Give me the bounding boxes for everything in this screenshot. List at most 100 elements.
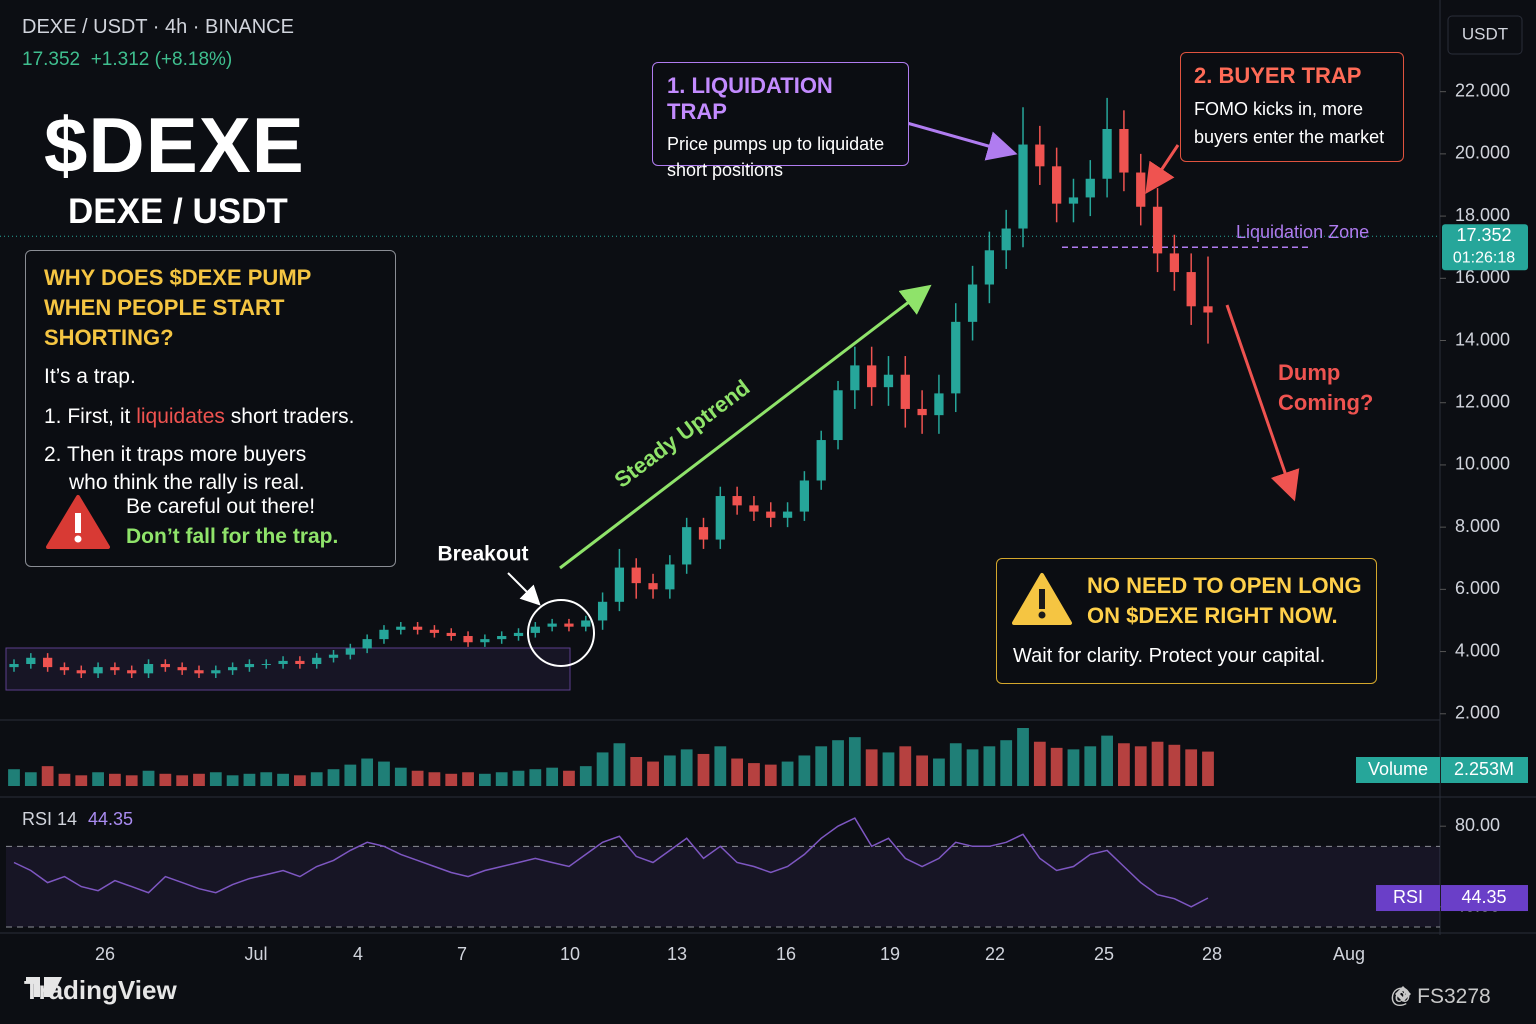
price-tag-value: 17.352 <box>1456 225 1511 245</box>
candle-body <box>833 390 843 441</box>
volume-bar <box>815 746 828 786</box>
volume-bar <box>58 773 71 786</box>
candle-body <box>26 657 36 665</box>
x-tick-label: Aug <box>1333 944 1365 964</box>
rsi-tick-label: 80.00 <box>1455 815 1500 835</box>
volume-bar <box>1050 747 1063 786</box>
y-tick-label: 14.000 <box>1455 329 1510 349</box>
liquidation-label: Liquidation Zone <box>1236 222 1369 242</box>
rsi-tag <box>1441 885 1528 912</box>
candle-body <box>429 629 440 633</box>
x-tick-label: 25 <box>1094 944 1114 964</box>
volume-bar <box>714 746 727 786</box>
logo: TradingView <box>24 975 177 1006</box>
volume-bar <box>663 755 676 786</box>
trap1-arrow <box>906 121 1018 161</box>
info-box: WHY DOES $DEXE PUMP WHEN PEOPLE START SH… <box>25 250 396 567</box>
candle-body <box>766 511 776 518</box>
candle-body <box>883 374 894 388</box>
y-tick-label: 16.000 <box>1455 267 1510 287</box>
rsi-line <box>13 817 1209 908</box>
price-line: 17.352 +1.312 (+8.18%) <box>22 49 232 71</box>
y-tick-label: 20.000 <box>1455 143 1510 163</box>
volume-bar <box>1134 746 1147 786</box>
x-tick-label: 4 <box>353 944 363 964</box>
volume-bar <box>344 764 357 786</box>
rsi-tag <box>1376 885 1440 912</box>
rsi-tag-name: RSI <box>1393 887 1423 907</box>
trap1-title: 1. LIQUIDATION TRAP <box>667 73 833 124</box>
candle-body <box>480 639 490 643</box>
candle-body <box>1119 128 1129 173</box>
volume-bar <box>563 770 575 786</box>
volume-bar <box>378 761 390 786</box>
dump-arrow <box>1225 304 1300 502</box>
trap2-arrow <box>1145 144 1180 194</box>
volume-bar <box>41 766 54 786</box>
y-tick-label: 2.000 <box>1455 703 1500 723</box>
candle-body <box>984 250 995 285</box>
volume-bar <box>92 772 104 786</box>
candle-body <box>934 393 944 416</box>
volume-bar <box>680 749 693 786</box>
candle-body <box>1152 206 1163 254</box>
candle-body <box>345 648 355 655</box>
volume-bar <box>445 773 458 786</box>
volume-bar <box>24 772 37 786</box>
candle-body <box>564 623 574 627</box>
candle-body <box>93 667 103 674</box>
x-tick-label: 10 <box>560 944 580 964</box>
volume-bar <box>294 775 306 786</box>
dump-label: Dump Coming? <box>1278 360 1374 415</box>
credit: @ FS3278 <box>1390 985 1491 1009</box>
volume-bar <box>546 767 559 786</box>
candle-body <box>446 632 456 637</box>
x-tick-label: Jul <box>244 944 267 964</box>
point-highlight: liquidates <box>136 405 225 428</box>
credit-icon <box>1395 986 1411 1002</box>
candle-body <box>412 626 423 630</box>
pair-title: DEXE / USDT <box>68 192 288 231</box>
trap1-box: 1. LIQUIDATION TRAP Price pumps up to li… <box>652 62 909 180</box>
candle-body <box>396 626 406 630</box>
candle-body <box>497 636 507 640</box>
breakout-arrow <box>507 572 541 606</box>
volume-bar <box>899 746 912 786</box>
candle-body <box>547 623 557 627</box>
warning-text: Be careful out there! <box>126 495 316 518</box>
volume-bar <box>647 761 659 786</box>
candle-body <box>76 670 86 674</box>
candle-body <box>631 567 641 584</box>
candle-body <box>850 365 860 391</box>
volume-bar <box>966 749 979 786</box>
price-tag-countdown: 01:26:18 <box>1453 249 1515 266</box>
candle-body <box>967 284 978 322</box>
y-tick-label: 8.000 <box>1455 516 1500 536</box>
point-text: short traders. <box>230 405 355 428</box>
candle-body <box>9 664 19 668</box>
candle-body <box>194 670 204 674</box>
volume-bar <box>983 746 996 786</box>
volume-bar <box>478 773 491 786</box>
candle-body <box>867 365 877 388</box>
volume-bar <box>1101 735 1113 786</box>
volume-bar <box>159 773 172 786</box>
range-box <box>5 647 571 691</box>
candle-body <box>59 667 70 671</box>
volume-tag-value: 2.253M <box>1454 759 1514 779</box>
candle-body <box>227 667 238 671</box>
candle-body <box>463 636 473 643</box>
volume-bar <box>226 775 239 786</box>
x-tick-label: 16 <box>776 944 796 964</box>
candle-body <box>715 496 725 540</box>
rsi-name: RSI 14 <box>22 809 77 829</box>
volume-bar <box>949 743 962 786</box>
candle-body <box>43 657 53 668</box>
volume-bar <box>411 770 424 786</box>
x-tick-label: 22 <box>985 944 1005 964</box>
volume-bar <box>142 770 155 786</box>
volume-bar <box>125 775 138 786</box>
candle-body <box>1186 272 1196 307</box>
volume-bar <box>260 772 273 786</box>
